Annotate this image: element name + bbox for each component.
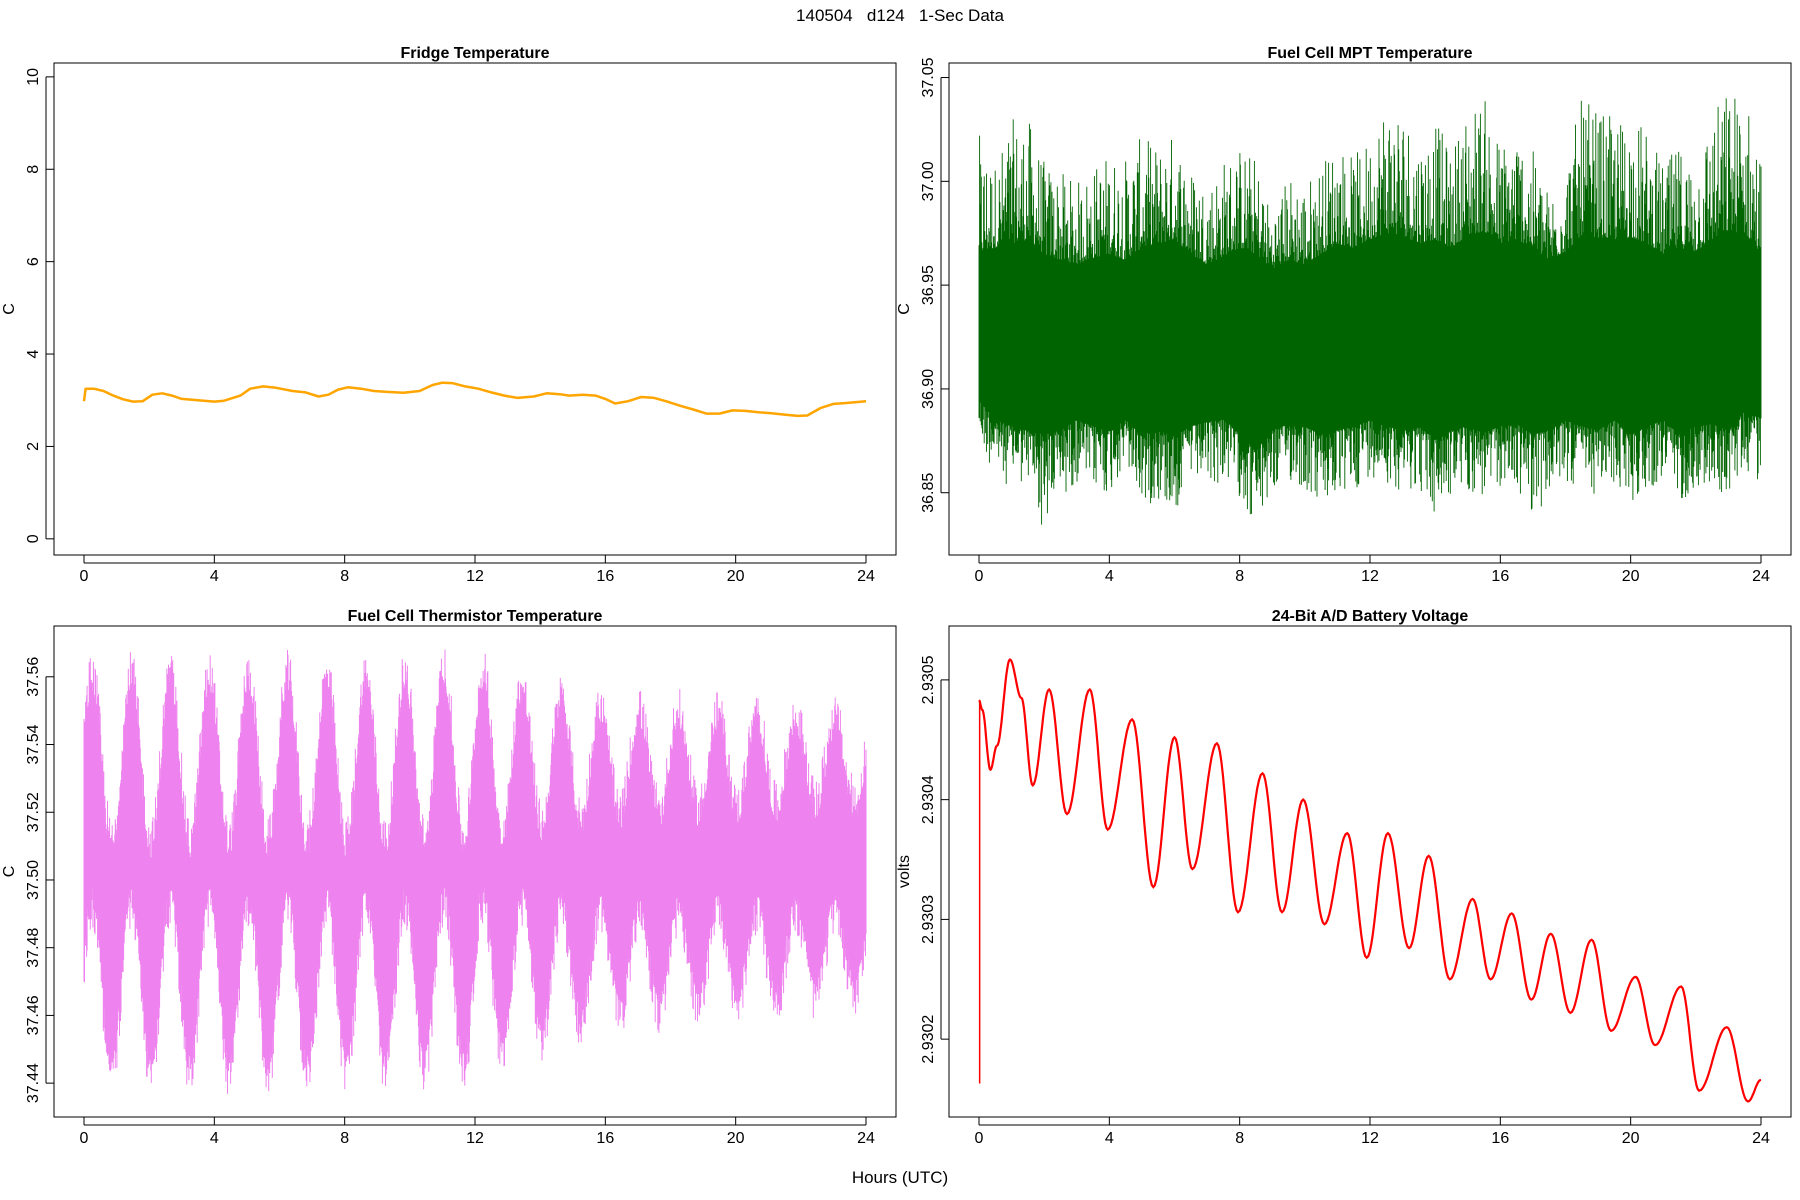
y-tick-label: 2.9304 (920, 775, 937, 824)
x-tick-label: 24 (1752, 568, 1770, 585)
x-tick-label: 8 (1235, 568, 1244, 585)
y-axis-label: C (1, 303, 18, 315)
x-tick-label: 20 (1622, 1130, 1640, 1147)
y-tick-label: 36.90 (920, 369, 937, 409)
data-band (83, 649, 867, 1094)
data-core (979, 247, 1761, 433)
panel-title: Fuel Cell Thermistor Temperature (348, 608, 603, 625)
y-tick-label: 37.48 (25, 928, 42, 968)
x-tick-label: 8 (1235, 1130, 1244, 1147)
x-tick-label: 12 (466, 1130, 484, 1147)
y-tick-label: 37.05 (920, 57, 937, 97)
y-tick-label: 37.54 (25, 724, 42, 764)
x-tick-label: 0 (80, 568, 89, 585)
y-tick-label: 37.56 (25, 657, 42, 697)
y-tick-label: 36.85 (920, 473, 937, 513)
x-tick-label: 16 (596, 568, 614, 585)
x-tick-label: 20 (1622, 568, 1640, 585)
y-tick-label: 36.95 (920, 265, 937, 305)
x-tick-label: 0 (975, 568, 984, 585)
y-tick-label: 0 (25, 534, 42, 543)
panel-fuel-cell-thermistor-temperature: Fuel Cell Thermistor Temperature C 0 4 8 12 16… (1, 608, 897, 1147)
y-tick-label: 37.00 (920, 161, 937, 201)
x-tick-label: 4 (1105, 568, 1114, 585)
x-tick-label: 0 (80, 1130, 89, 1147)
x-tick-label: 4 (210, 1130, 219, 1147)
x-tick-label: 8 (340, 1130, 349, 1147)
x-tick-label: 24 (1752, 1130, 1770, 1147)
y-tick-label: 2.9303 (920, 895, 937, 944)
panel-title: Fuel Cell MPT Temperature (1267, 45, 1472, 62)
y-tick-label: 2.9305 (920, 655, 937, 704)
y-tick-label: 2 (25, 442, 42, 451)
x-tick-label: 16 (1491, 568, 1509, 585)
data-band (978, 98, 1762, 525)
panel-title: Fridge Temperature (400, 45, 549, 62)
y-tick-label: 10 (25, 68, 42, 86)
y-tick-label: 37.52 (25, 792, 42, 832)
x-tick-label: 12 (1361, 1130, 1379, 1147)
y-tick-label: 6 (25, 257, 42, 266)
panel-title: 24-Bit A/D Battery Voltage (1272, 608, 1469, 625)
panel-battery-voltage: 24-Bit A/D Battery Voltage volts 0 4 8 12 16 20… (896, 608, 1792, 1147)
data-core (84, 714, 866, 1029)
x-tick-label: 12 (466, 568, 484, 585)
x-tick-label: 24 (857, 568, 875, 585)
x-tick-label: 20 (727, 1130, 745, 1147)
x-tick-label: 20 (727, 568, 745, 585)
y-axis-label: C (896, 303, 913, 315)
x-tick-label: 8 (340, 568, 349, 585)
shared-x-axis-label: Hours (UTC) (851, 1168, 949, 1187)
figure-title: 140504 d124 1-Sec Data (796, 6, 1004, 25)
y-axis-label: volts (896, 855, 913, 888)
x-tick-label: 16 (1491, 1130, 1509, 1147)
y-tick-label: 2.9302 (920, 1015, 937, 1064)
x-tick-label: 24 (857, 1130, 875, 1147)
data-line (978, 658, 1762, 1103)
panel-fuel-cell-mpt-temperature: Fuel Cell MPT Temperature C 0 4 8 12 16 20 24 36.… (896, 45, 1792, 585)
x-tick-label: 16 (596, 1130, 614, 1147)
data-line (82, 381, 867, 418)
plot-frame (948, 625, 1792, 1118)
y-tick-label: 37.46 (25, 995, 42, 1035)
x-tick-label: 0 (975, 1130, 984, 1147)
x-tick-label: 12 (1361, 568, 1379, 585)
plot-frame (53, 62, 897, 556)
y-tick-label: 4 (25, 349, 42, 358)
y-tick-label: 37.44 (25, 1063, 42, 1103)
x-tick-label: 4 (1105, 1130, 1114, 1147)
x-tick-label: 4 (210, 568, 219, 585)
y-tick-label: 8 (25, 165, 42, 174)
y-tick-label: 37.50 (25, 860, 42, 900)
y-axis-label: C (1, 866, 18, 878)
